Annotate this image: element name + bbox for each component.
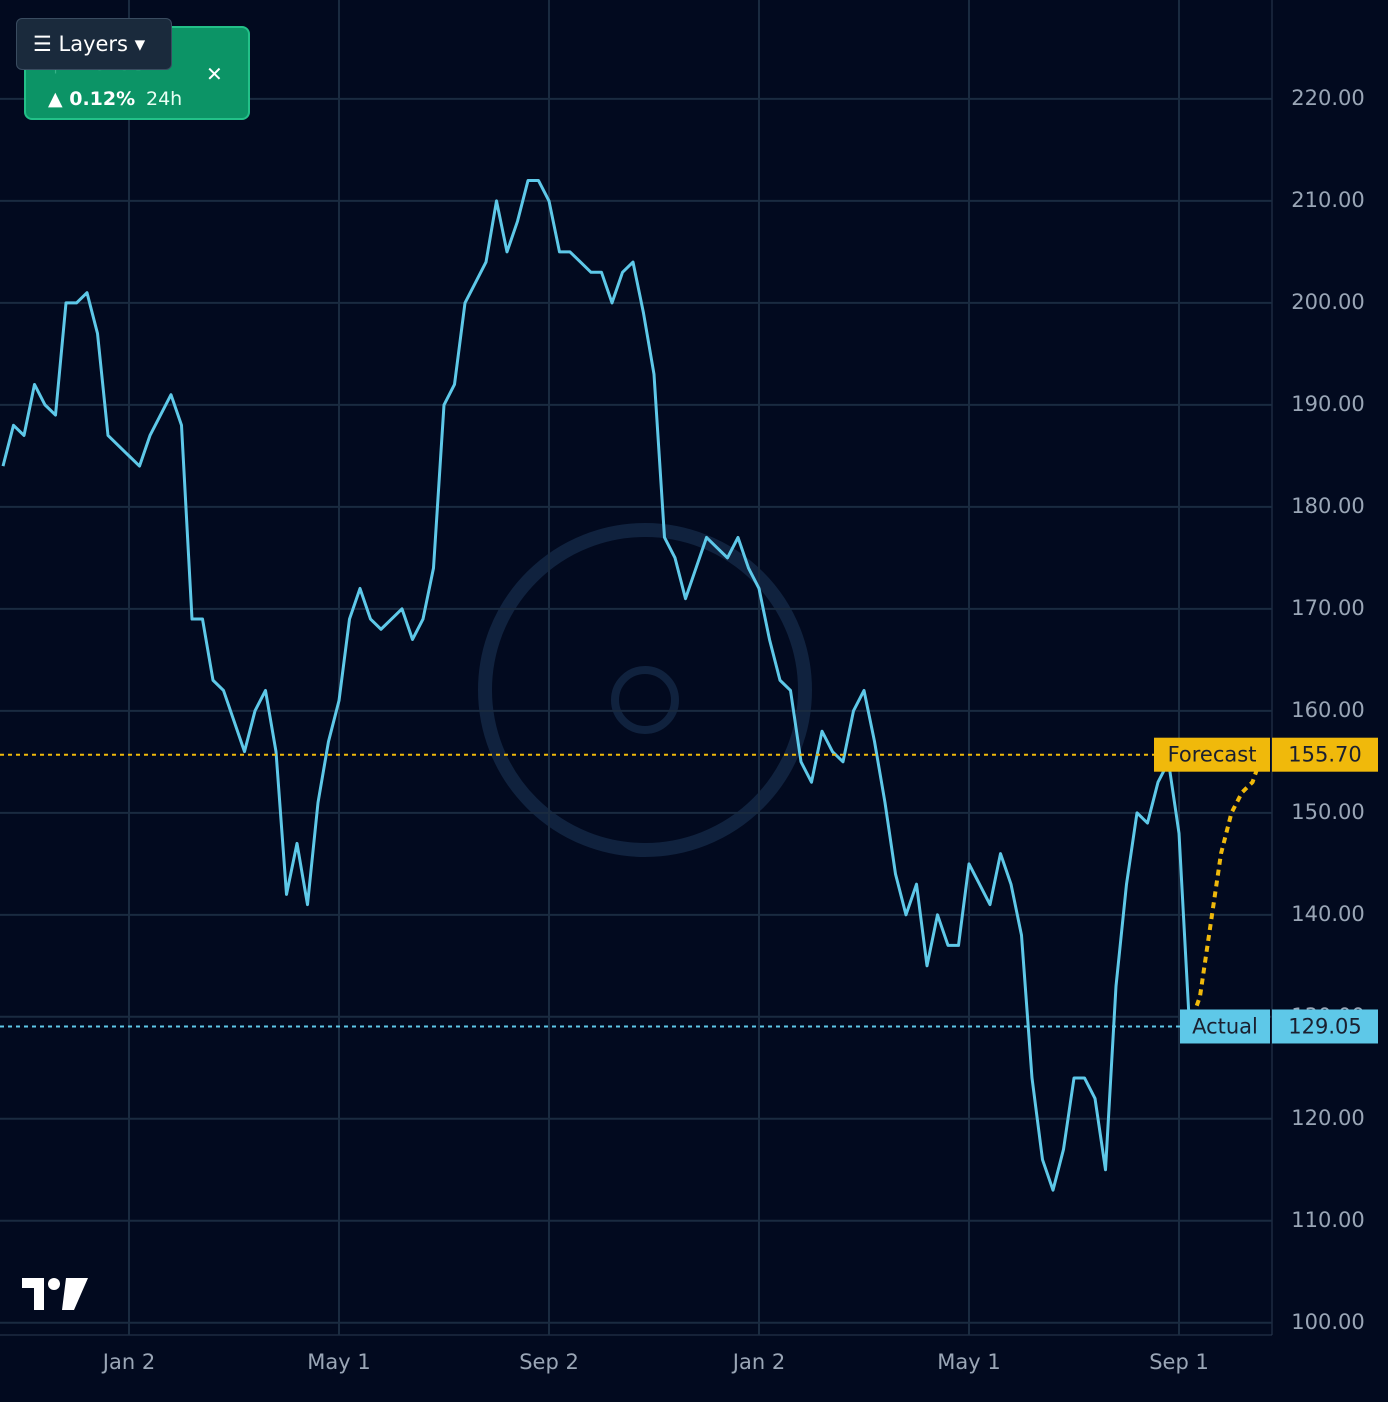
y-tick-label: 190.00 — [1291, 392, 1364, 416]
watermark — [478, 523, 812, 857]
price-value-box — [1272, 1009, 1378, 1044]
y-tick-label: 150.00 — [1291, 800, 1364, 824]
x-tick-label: Sep 2 — [519, 1350, 579, 1374]
x-tick-label: Jan 2 — [101, 1350, 155, 1374]
y-tick-label: 160.00 — [1291, 698, 1364, 722]
y-tick-label: 220.00 — [1291, 86, 1364, 110]
price-value-label: 129.05 — [1288, 1014, 1361, 1038]
y-tick-label: 140.00 — [1291, 902, 1364, 926]
price-label-box — [1154, 737, 1270, 772]
widget-period: 24h — [146, 88, 183, 110]
y-tick-label: 170.00 — [1291, 596, 1364, 620]
price-line-label: Forecast — [1168, 743, 1257, 767]
tv-logo — [22, 1278, 88, 1310]
y-tick-label: 210.00 — [1291, 188, 1364, 212]
price-value-box — [1272, 737, 1378, 772]
y-tick-label: 120.00 — [1291, 1106, 1364, 1130]
series-line — [1187, 750, 1265, 1028]
widget-change: ▲ 0.12% — [48, 88, 136, 110]
layers-button[interactable]: ☰ Layers ▾ — [16, 18, 172, 70]
widget-close[interactable]: ✕ — [206, 62, 223, 86]
price-value-label: 155.70 — [1288, 743, 1361, 767]
series-line — [1, 179, 1191, 1192]
y-tick-label: 200.00 — [1291, 290, 1364, 314]
price-label-box — [1180, 1009, 1270, 1044]
y-tick-label: 110.00 — [1291, 1208, 1364, 1232]
y-tick-label: 100.00 — [1291, 1310, 1364, 1334]
x-tick-label: May 1 — [937, 1350, 1000, 1374]
x-tick-label: Sep 1 — [1149, 1350, 1209, 1374]
x-tick-label: Jan 2 — [731, 1350, 785, 1374]
x-tick-label: May 1 — [307, 1350, 370, 1374]
y-tick-label: 180.00 — [1291, 494, 1364, 518]
price-line-label: Actual — [1192, 1014, 1258, 1038]
